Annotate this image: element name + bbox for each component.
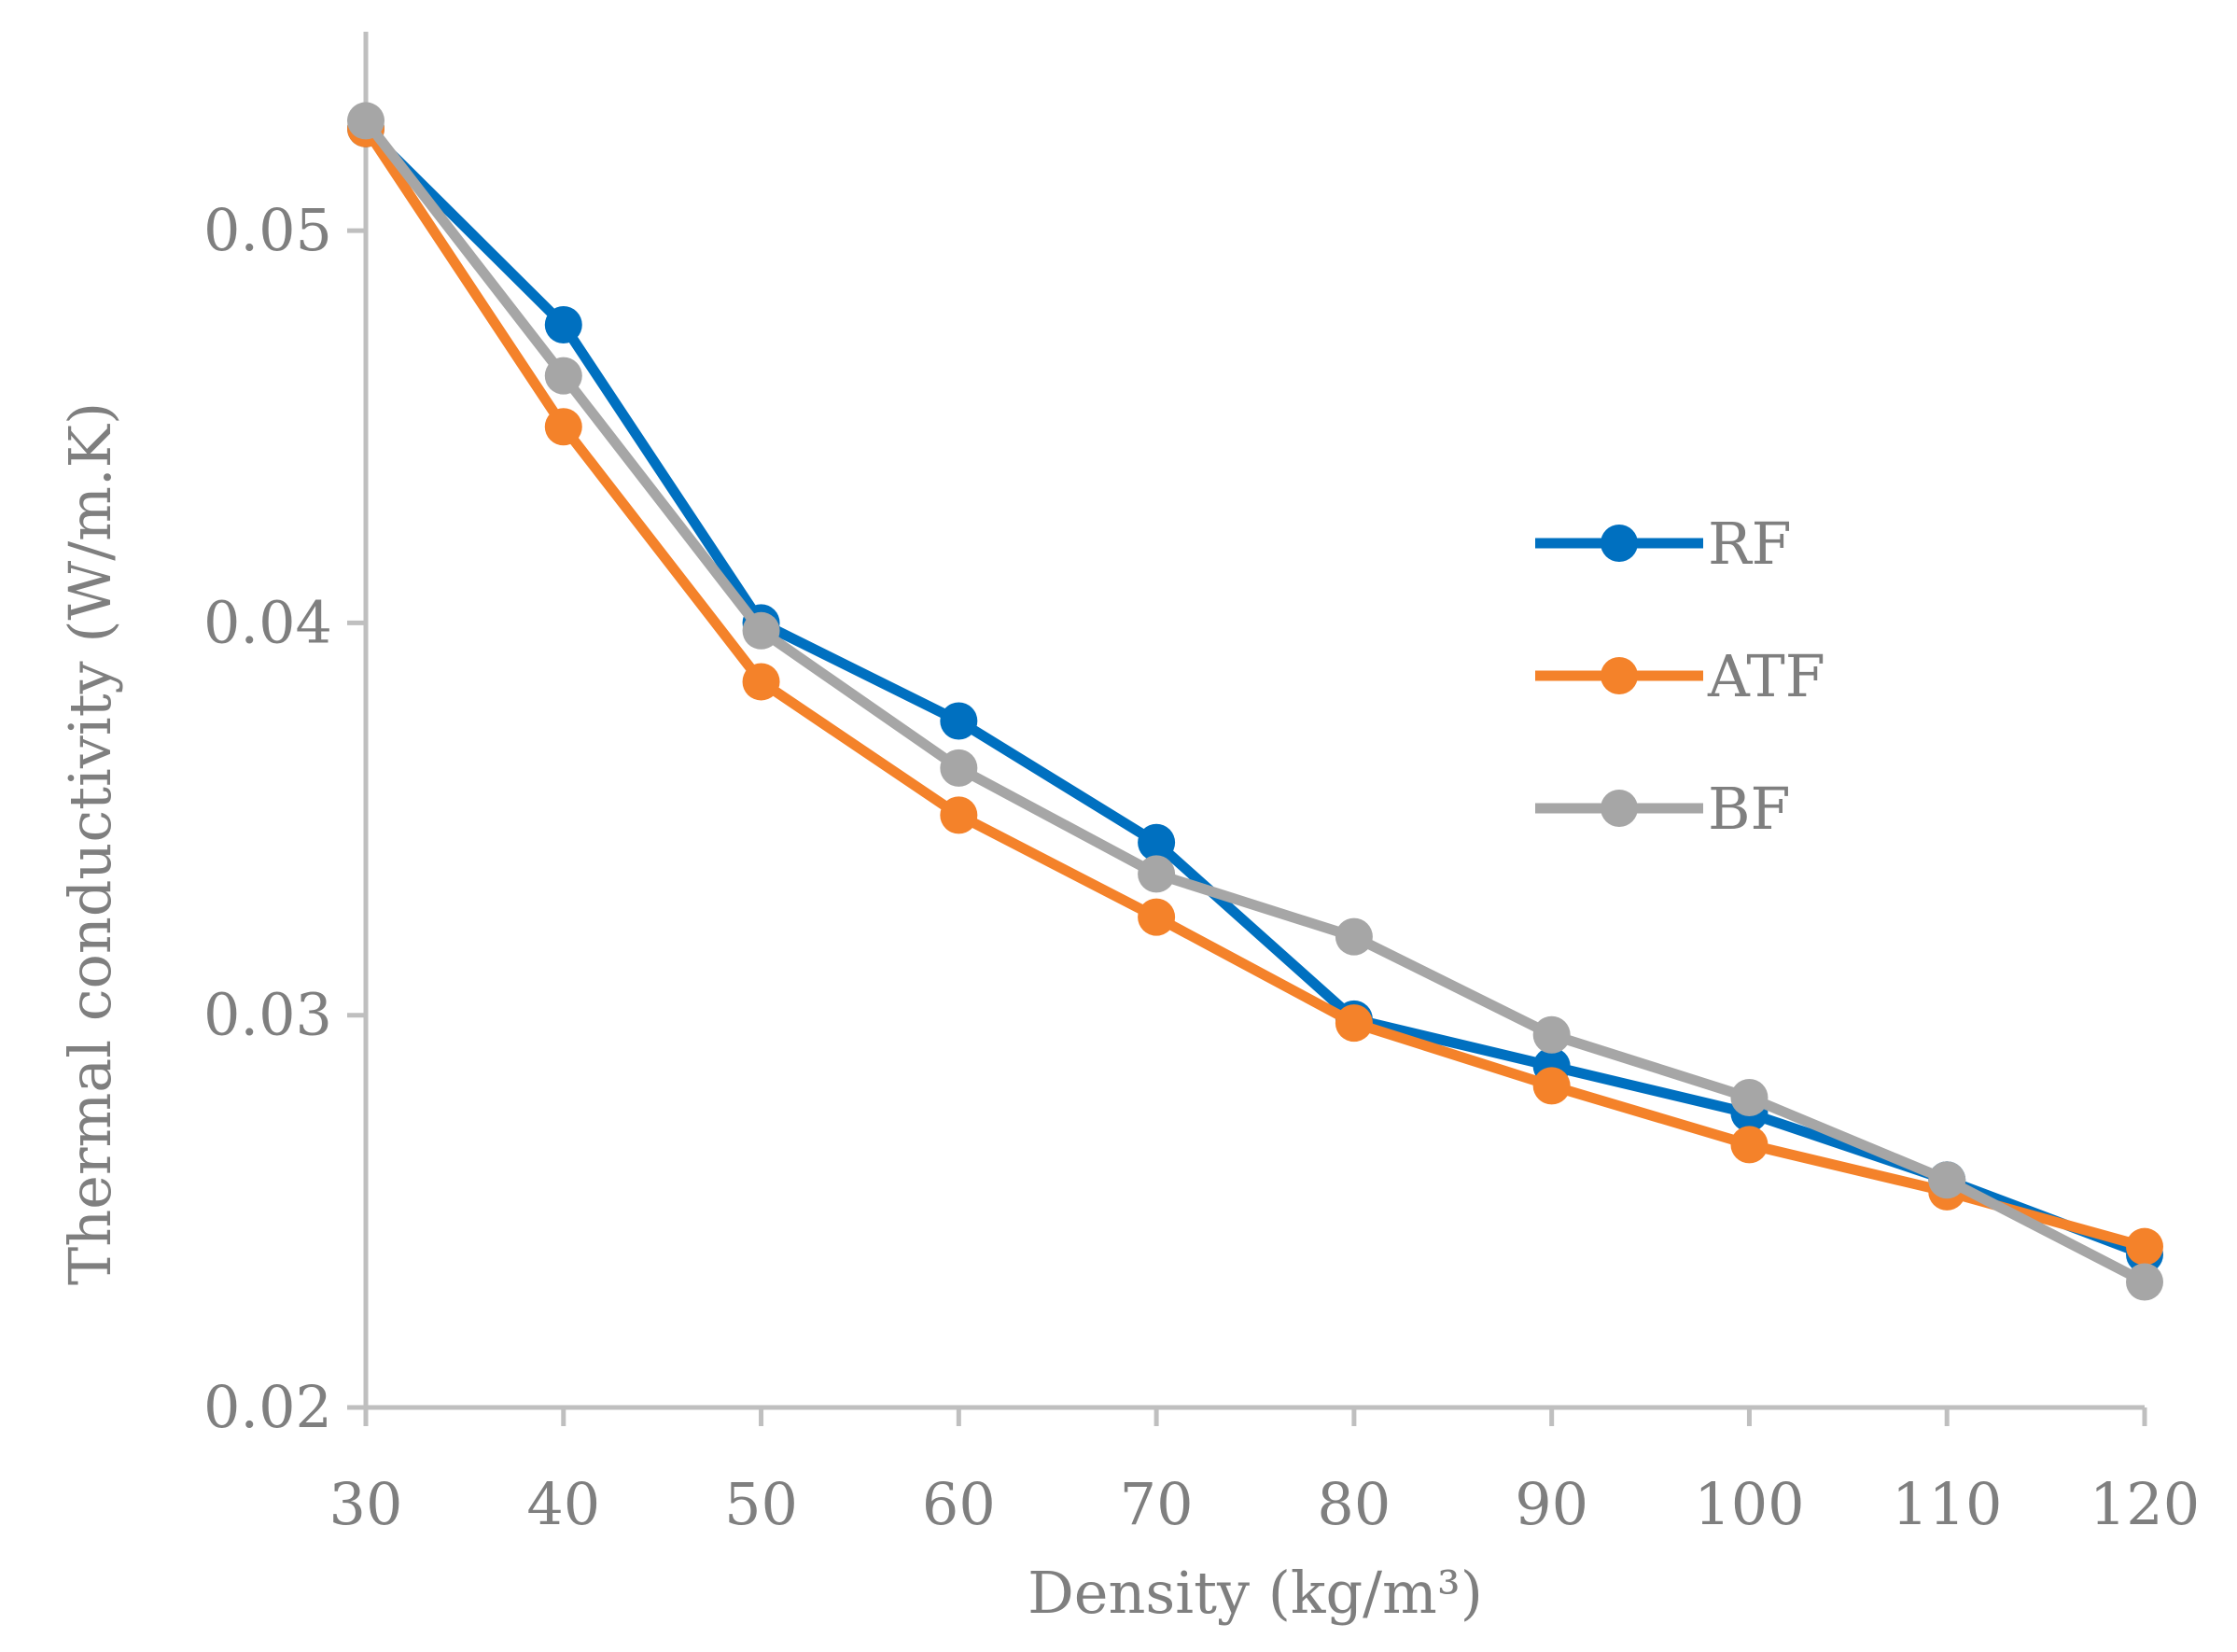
series-line — [360, 115, 2150, 1288]
legend-label: RF — [1708, 510, 1792, 578]
legend-label: ATF — [1707, 642, 1825, 710]
data-point — [1138, 855, 1176, 893]
data-point — [940, 702, 978, 740]
series-line — [360, 123, 2150, 1253]
series-rf — [347, 109, 2163, 1274]
y-tick-label: 0.05 — [203, 196, 332, 264]
series-layer — [347, 102, 2163, 1301]
axes: 0.02 0.03 0.04 0.05 30 40 50 60 70 80 90 100 110 120 — [203, 32, 2200, 1538]
legend-item-atf: ATF — [1535, 642, 1825, 710]
data-point — [940, 796, 978, 834]
y-tick-label: 0.02 — [203, 1373, 332, 1441]
series-bf — [347, 102, 2163, 1301]
legend-swatch-marker — [1601, 657, 1638, 694]
legend-swatch-marker — [1601, 790, 1638, 827]
data-point — [1138, 898, 1176, 936]
y-tick-label: 0.03 — [203, 981, 332, 1049]
data-point — [940, 749, 978, 787]
x-tick-label: 60 — [922, 1470, 996, 1538]
data-point — [1532, 1015, 1571, 1054]
data-point — [1335, 917, 1373, 956]
data-point — [544, 357, 582, 395]
y-axis-title: Thermal conductivity (W/m.K) — [56, 402, 124, 1285]
data-point — [1928, 1161, 1966, 1199]
x-tick-label: 80 — [1317, 1470, 1391, 1538]
data-point — [1730, 1126, 1769, 1164]
data-point — [1335, 1004, 1373, 1043]
data-point — [2126, 1263, 2163, 1301]
data-point — [544, 305, 582, 343]
data-point — [2126, 1227, 2163, 1266]
legend-label: BF — [1708, 775, 1791, 843]
legend: RF ATF BF — [1535, 510, 1825, 843]
legend-swatch-marker — [1601, 525, 1638, 562]
series-atf — [347, 109, 2163, 1266]
legend-item-bf: BF — [1535, 775, 1791, 843]
series-line — [360, 123, 2150, 1260]
data-point — [347, 102, 384, 140]
legend-item-rf: RF — [1535, 510, 1792, 578]
y-tick-label: 0.04 — [203, 588, 332, 656]
x-tick-label: 110 — [1892, 1470, 2002, 1538]
x-tick-label: 90 — [1515, 1470, 1588, 1538]
x-axis-title: Density (kg/m³) — [1028, 1559, 1483, 1627]
data-point — [544, 408, 582, 446]
x-tick-label: 50 — [724, 1470, 798, 1538]
data-point — [742, 611, 780, 650]
x-tick-label: 30 — [329, 1470, 403, 1538]
data-point — [1730, 1078, 1769, 1116]
data-point — [742, 663, 780, 701]
x-tick-label: 100 — [1694, 1470, 1804, 1538]
data-point — [1532, 1067, 1571, 1105]
x-tick-label: 40 — [526, 1470, 600, 1538]
x-tick-label: 70 — [1120, 1470, 1194, 1538]
x-tick-label: 120 — [2090, 1470, 2200, 1538]
data-point — [1138, 823, 1176, 861]
